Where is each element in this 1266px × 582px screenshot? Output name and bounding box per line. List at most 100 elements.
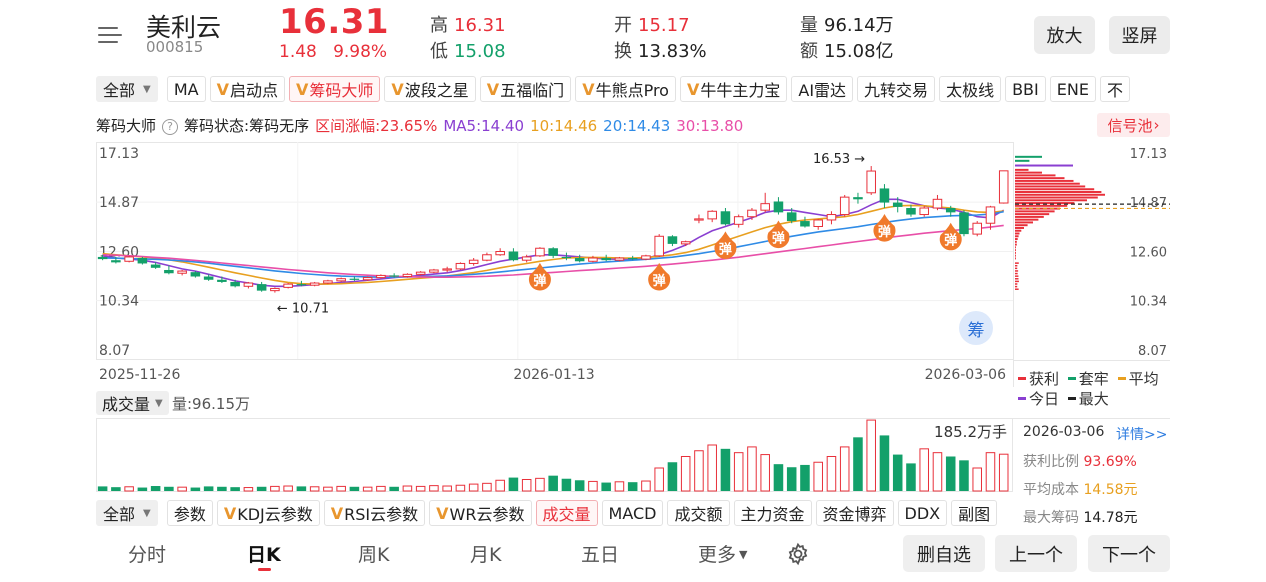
top-tab-label: 波段之星 [405, 77, 469, 101]
candle [774, 197, 784, 214]
chip-badge[interactable]: 筹 [959, 311, 993, 345]
portrait-button[interactable]: 竖屏 [1109, 16, 1170, 54]
volume-bar [840, 447, 849, 491]
top-tab-12[interactable]: 不 [1100, 76, 1130, 102]
top-tab-4[interactable]: V 五福临门 [480, 76, 571, 102]
v-badge-icon: V [436, 504, 448, 523]
bottom-tab-7[interactable]: 主力资金 [734, 500, 812, 526]
panel-date: 2026-03-06 [1023, 424, 1104, 440]
volume-indicator-select[interactable]: 成交量 ▼ [96, 391, 169, 415]
bottom-all-dropdown[interactable]: 全部 ▼ [96, 500, 158, 526]
previous-stock-button[interactable]: 上一个 [995, 535, 1077, 572]
top-tab-6[interactable]: V 牛牛主力宝 [680, 76, 787, 102]
signal-marker[interactable]: 弹 [714, 231, 736, 259]
chip-bar-profit [1015, 283, 1017, 285]
candle [880, 184, 890, 208]
volume-bar [734, 453, 743, 491]
volume-bar [536, 478, 545, 491]
top-tab-label: AI雷达 [798, 77, 846, 101]
next-stock-button[interactable]: 下一个 [1088, 535, 1170, 572]
bottom-tab-1[interactable]: V KDJ云参数 [217, 500, 320, 526]
top-tab-5[interactable]: V 牛熊点Pro [575, 76, 676, 102]
indicator-info-line: 筹码大师? 筹码状态:筹码无序 区间涨幅:23.65% MA5:14.40 10:14.… [96, 115, 749, 136]
zoom-button[interactable]: 放大 [1034, 16, 1095, 54]
volume-bar [761, 455, 770, 491]
period-intraday[interactable]: 分时 [128, 540, 166, 567]
candle [377, 274, 386, 278]
top-tab-1[interactable]: V 启动点 [210, 76, 285, 102]
bottom-tab-5[interactable]: MACD [602, 500, 664, 526]
candle [138, 257, 148, 265]
top-tab-0[interactable]: MA [167, 76, 206, 102]
candlestick-chart[interactable]: 17.13 17.1314.87 14.8712.60 12.6010.34 10.34… [96, 142, 1170, 387]
legend-average: 平均 [1118, 370, 1159, 388]
bottom-tab-0[interactable]: 参数 [167, 500, 213, 526]
help-icon[interactable]: ? [162, 119, 178, 135]
chip-status: 筹码状态:筹码无序 [184, 117, 309, 135]
chip-bar-profit [1015, 172, 1042, 174]
turnover-label: 换 [614, 41, 632, 62]
top-tab-label: 五福临门 [500, 77, 564, 101]
period-five-day[interactable]: 五日 [581, 540, 619, 567]
top-tab-label: ENE [1057, 80, 1089, 99]
top-tab-8[interactable]: 九转交易 [857, 76, 935, 102]
top-tab-label: 启动点 [230, 77, 278, 101]
top-tab-3[interactable]: V 波段之星 [384, 76, 475, 102]
candle [681, 241, 690, 246]
volume-bar [337, 486, 346, 491]
signal-marker[interactable]: 弹 [767, 221, 789, 249]
top-tab-9[interactable]: 太极线 [939, 76, 1001, 102]
volume-bar [615, 482, 624, 491]
bottom-tab-6[interactable]: 成交额 [667, 500, 729, 526]
period-month-k[interactable]: 月K [470, 540, 501, 567]
volume-bar [98, 486, 108, 491]
low-stat: 低 15.08 [430, 37, 506, 63]
top-tab-11[interactable]: ENE [1050, 76, 1096, 102]
top-all-dropdown[interactable]: 全部 ▼ [96, 76, 158, 102]
candle [536, 247, 545, 257]
settings-gear-icon[interactable] [786, 542, 810, 566]
price-change: 1.48 9.98% [279, 42, 387, 62]
signal-pool-button[interactable]: 信号池 › [1097, 113, 1170, 137]
period-week-k[interactable]: 周K [358, 540, 389, 567]
volume-bar [297, 486, 307, 491]
volume-chart[interactable]: 185.2万手 [96, 418, 1013, 492]
candle [615, 257, 624, 261]
volume-bar [522, 479, 531, 491]
change-amount: 1.48 [279, 42, 317, 62]
chip-bar-today [1015, 165, 1073, 167]
volume-bar [906, 463, 916, 491]
volume-bar [920, 449, 929, 491]
top-all-label: 全部 [103, 77, 135, 101]
period-day-k[interactable]: 日K [247, 540, 281, 567]
candle [509, 248, 519, 261]
volume-bar [310, 487, 319, 491]
candle [973, 221, 982, 236]
period-more[interactable]: 更多 ▼ [698, 540, 747, 567]
signal-marker[interactable]: 弹 [940, 223, 962, 251]
chip-bar-profit [1015, 246, 1016, 248]
bottom-tab-10[interactable]: 副图 [951, 500, 997, 526]
menu-icon[interactable] [98, 22, 124, 48]
signal-marker[interactable]: 弹 [648, 263, 670, 291]
top-tab-10[interactable]: BBI [1005, 76, 1046, 102]
volume-bar [548, 476, 558, 491]
bottom-tab-2[interactable]: V RSI云参数 [324, 500, 425, 526]
volume-bar [893, 455, 903, 491]
bottom-tab-8[interactable]: 资金博弈 [816, 500, 894, 526]
chip-bar-profit [1015, 197, 1098, 199]
chip-bar-profit [1015, 265, 1017, 267]
candle [456, 262, 465, 270]
top-tab-2[interactable]: V 筹码大师 [289, 76, 380, 102]
top-tab-7[interactable]: AI雷达 [791, 76, 853, 102]
signal-marker[interactable]: 弹 [873, 214, 895, 242]
bottom-tab-4[interactable]: 成交量 [536, 500, 598, 526]
candle [827, 211, 836, 224]
volume-bar [125, 487, 134, 491]
remove-watchlist-button[interactable]: 删自选 [903, 535, 985, 572]
detail-link[interactable]: 详情>> [1116, 424, 1167, 444]
candle [734, 215, 743, 228]
bottom-tab-9[interactable]: DDX [898, 500, 948, 526]
chip-bar-profit [1015, 252, 1016, 254]
bottom-tab-3[interactable]: V WR云参数 [429, 500, 531, 526]
